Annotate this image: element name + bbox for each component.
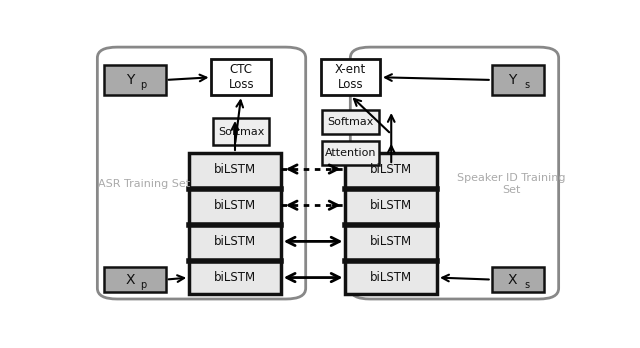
Bar	[189, 153, 281, 294]
Text: biLSTM: biLSTM	[370, 199, 412, 212]
Bar	[492, 64, 544, 95]
Text: Y: Y	[509, 73, 517, 87]
Bar	[346, 153, 437, 294]
Text: biLSTM: biLSTM	[214, 235, 256, 248]
Bar	[321, 59, 380, 95]
FancyBboxPatch shape	[350, 47, 559, 299]
Text: Y: Y	[125, 73, 134, 87]
Text: biLSTM: biLSTM	[214, 271, 256, 284]
Bar	[104, 267, 166, 292]
Bar	[104, 64, 166, 95]
Text: X: X	[125, 272, 134, 286]
FancyBboxPatch shape	[97, 47, 306, 299]
Bar	[322, 110, 379, 134]
Bar	[213, 118, 269, 145]
Text: biLSTM: biLSTM	[370, 163, 412, 175]
Text: X: X	[508, 272, 518, 286]
Text: p: p	[141, 280, 147, 290]
Bar	[211, 59, 271, 95]
Text: biLSTM: biLSTM	[370, 235, 412, 248]
Text: s: s	[524, 80, 529, 90]
Text: p: p	[141, 80, 147, 90]
Text: CTC
Loss: CTC Loss	[228, 63, 254, 91]
Text: Speaker ID Training
Set: Speaker ID Training Set	[457, 173, 566, 195]
Text: biLSTM: biLSTM	[214, 199, 256, 212]
Bar	[322, 141, 379, 165]
Text: Softmax: Softmax	[218, 127, 264, 136]
Text: biLSTM: biLSTM	[370, 271, 412, 284]
Text: X-ent
Loss: X-ent Loss	[335, 63, 366, 91]
Text: biLSTM: biLSTM	[214, 163, 256, 175]
Text: Attention: Attention	[324, 148, 376, 158]
Text: s: s	[524, 280, 529, 290]
Text: Softmax: Softmax	[327, 117, 374, 127]
Text: ASR Training Set: ASR Training Set	[99, 179, 191, 189]
Bar	[492, 267, 544, 292]
